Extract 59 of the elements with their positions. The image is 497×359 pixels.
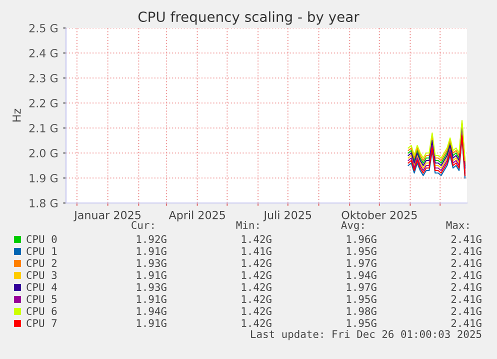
text: 2.41G: [451, 283, 482, 292]
text: 2.41G: [451, 307, 482, 316]
text: 2.41G: [451, 319, 482, 328]
text: 1.94G: [136, 307, 166, 316]
text: 1.92G: [136, 235, 166, 244]
text: 1.97G: [346, 283, 376, 292]
text: 2.41G: [451, 259, 482, 268]
text: 1.91G: [136, 247, 166, 256]
legend-label: CPU 6: [26, 307, 57, 316]
legend-label: CPU 3: [26, 271, 57, 280]
y-tick-label: 1.9 G: [30, 174, 58, 182]
text: 2.41G: [451, 271, 482, 280]
text: 1.95G: [346, 319, 376, 328]
x-tick-label: April 2025: [168, 210, 225, 222]
chart-title: CPU frequency scaling - by year: [138, 11, 360, 25]
text: 1.95G: [346, 295, 376, 304]
text: Last update: Fri Dec 26 01:00:03 2025: [251, 330, 482, 340]
text: 1.42G: [242, 259, 272, 268]
text: 1.91G: [136, 319, 166, 328]
text: 1.42G: [242, 235, 272, 244]
text: 2.41G: [451, 235, 482, 244]
text: 1.41G: [242, 247, 272, 256]
text: 2.41G: [451, 247, 482, 256]
text: 1.91G: [136, 295, 166, 304]
y-tick-label: 1.8 G: [30, 198, 58, 208]
x-tick-label: Januar 2025: [74, 210, 140, 222]
y-axis-title: Hz: [12, 108, 21, 122]
text: 1.42G: [242, 307, 272, 316]
text: 1.42G: [242, 271, 272, 280]
text: Avg:: [341, 221, 364, 232]
legend-label: CPU 0: [26, 235, 57, 244]
legend-label: CPU 2: [26, 259, 56, 268]
text: 1.96G: [346, 235, 376, 244]
text: 1.42G: [242, 283, 272, 292]
text: 2.41G: [451, 295, 482, 304]
y-tick-label: 2.5 G: [29, 24, 58, 32]
text: 1.93G: [136, 283, 166, 292]
text: 1.94G: [346, 271, 376, 280]
text: 1.95G: [346, 247, 376, 256]
text: 1.93G: [136, 259, 166, 268]
legend-label: CPU 7: [26, 319, 57, 328]
text: Min:: [236, 220, 258, 229]
text: 1.98G: [346, 307, 376, 316]
y-tick-label: 2.2 G: [29, 98, 58, 108]
text: Max:: [446, 221, 468, 230]
legend-label: CPU 5: [26, 295, 57, 304]
legend-label: CPU 4: [26, 283, 57, 292]
text: 1.42G: [242, 319, 272, 328]
x-tick-label: Juli 2025: [263, 210, 312, 222]
legend-label: CPU 1: [26, 247, 57, 256]
y-tick-label: 2.3 G: [29, 74, 58, 82]
text: Cur:: [132, 221, 154, 230]
text: 1.97G: [346, 259, 376, 268]
x-tick-label: Oktober 2025: [342, 210, 417, 220]
text: 1.91G: [136, 271, 166, 280]
y-tick-label: 2.1 G: [29, 124, 58, 132]
y-tick-label: 2.0 G: [29, 148, 58, 158]
text: 1.42G: [242, 295, 272, 304]
y-tick-label: 2.4 G: [29, 48, 58, 58]
